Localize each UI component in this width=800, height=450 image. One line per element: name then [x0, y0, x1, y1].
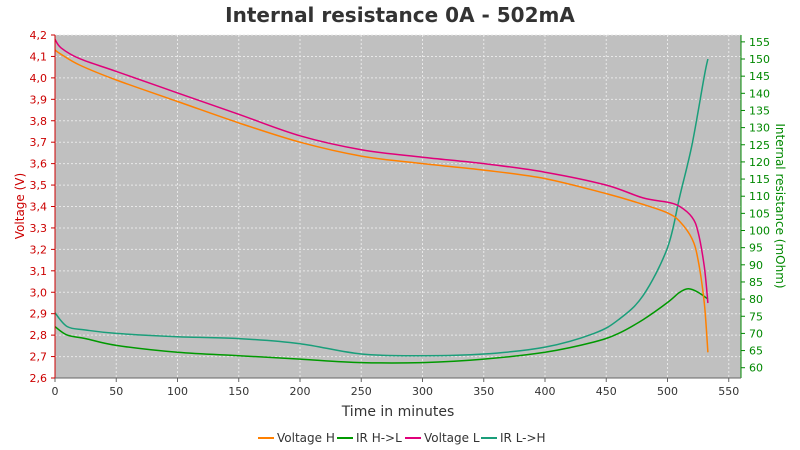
y-right-tick-label: 125 — [749, 139, 770, 152]
y-left-tick-label: 2,9 — [30, 308, 48, 321]
y-right-tick-label: 150 — [749, 53, 770, 66]
plot-area — [55, 35, 741, 378]
y-right-tick-label: 70 — [749, 327, 763, 340]
y-left-tick-label: 4,0 — [30, 72, 48, 85]
x-tick-label: 50 — [109, 385, 123, 398]
x-tick-label: 550 — [718, 385, 739, 398]
x-tick-label: 500 — [657, 385, 678, 398]
y-left-tick-label: 2,6 — [30, 372, 48, 385]
y-right-tick-label: 90 — [749, 259, 763, 272]
y-right-tick-label: 80 — [749, 293, 763, 306]
y-right-tick-label: 155 — [749, 36, 770, 49]
axes: 0 50 100 150 200 250 300 350 400 450 500 550 2,6 2,7 2… — [30, 29, 771, 398]
x-tick-label: 350 — [473, 385, 494, 398]
x-tick-label: 250 — [351, 385, 372, 398]
y-left-tick-label: 3,9 — [30, 93, 48, 106]
series-line-voltage-l — [54, 38, 709, 304]
y-right-tick-label: 140 — [749, 87, 770, 100]
series-line-ir-h-l — [54, 288, 709, 364]
x-axis-label: Time in minutes — [341, 404, 455, 420]
y-left-tick-label: 3,1 — [30, 265, 48, 278]
legend-label: IR L->H — [500, 431, 546, 445]
y-axis-left-label: Voltage (V) — [13, 173, 27, 239]
y-left-tick-label: 3,7 — [30, 136, 48, 149]
series-line-ir-l-h — [54, 58, 709, 357]
y-right-tick-label: 135 — [749, 104, 770, 117]
y-right-tick-label: 65 — [749, 345, 763, 358]
y-left-tick-label: 3,3 — [30, 222, 48, 235]
y-left-tick-label: 3,0 — [30, 286, 48, 299]
y-right-tick-label: 120 — [749, 156, 770, 169]
legend-label: IR H->L — [356, 431, 402, 445]
y-right-tick-label: 60 — [749, 362, 763, 375]
y-left-tick-label: 2,8 — [30, 329, 48, 342]
x-tick-label: 300 — [412, 385, 433, 398]
y-left-tick-label: 4,2 — [30, 29, 48, 42]
y-axis-right-label: Internal resistance (mOhm) — [773, 123, 787, 288]
y-right-tick-label: 130 — [749, 122, 770, 135]
y-left-tick-label: 2,7 — [30, 351, 48, 364]
y-right-tick-label: 95 — [749, 242, 763, 255]
y-left-tick-label: 3,8 — [30, 115, 48, 128]
y-left-tick-label: 3,4 — [30, 201, 48, 214]
y-right-tick-label: 110 — [749, 190, 770, 203]
series-layer — [54, 38, 709, 364]
y-right-tick-label: 75 — [749, 310, 763, 323]
chart-title: Internal resistance 0A - 502mA — [225, 3, 575, 27]
y-right-tick-label: 100 — [749, 225, 770, 238]
x-tick-label: 400 — [535, 385, 556, 398]
y-right-tick-label: 105 — [749, 207, 770, 220]
legend: Voltage H IR H->L Voltage L IR L->H — [258, 431, 546, 445]
series-line-voltage-h — [54, 49, 709, 353]
y-right-tick-label: 115 — [749, 173, 770, 186]
legend-label: Voltage L — [424, 431, 480, 445]
x-tick-label: 450 — [596, 385, 617, 398]
y-left-tick-label: 3,6 — [30, 158, 48, 171]
y-right-tick-label: 85 — [749, 276, 763, 289]
legend-label: Voltage H — [277, 431, 335, 445]
y-right-tick-label: 145 — [749, 70, 770, 83]
y-left-tick-label: 3,2 — [30, 243, 48, 256]
y-left-tick-label: 4,1 — [30, 50, 48, 63]
y-left-tick-label: 3,5 — [30, 179, 48, 192]
x-tick-label: 150 — [228, 385, 249, 398]
x-tick-label: 200 — [290, 385, 311, 398]
x-tick-label: 100 — [167, 385, 188, 398]
x-tick-label: 0 — [52, 385, 59, 398]
